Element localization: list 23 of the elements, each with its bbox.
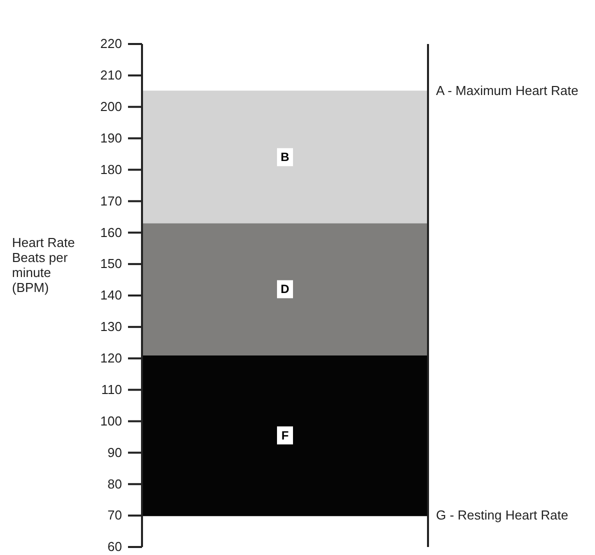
y-tick-label: 190 — [100, 130, 122, 146]
band-label: F — [281, 428, 289, 442]
y-tick-label: 120 — [100, 350, 122, 366]
y-tick-label: 70 — [108, 508, 122, 523]
y-tick-label: 110 — [101, 382, 122, 397]
y-tick-label: 130 — [100, 319, 122, 334]
y-tick-label: 210 — [100, 68, 122, 83]
band-label: B — [280, 150, 290, 164]
y-tick-label: 170 — [100, 193, 122, 208]
y-tick-label: 150 — [100, 256, 122, 272]
ref-line-label: A - Maximum Heart Rate — [436, 83, 578, 98]
y-tick-label: 180 — [100, 162, 122, 177]
y-tick-label: 200 — [100, 99, 122, 114]
y-tick-label: 220 — [100, 36, 122, 52]
y-tick-label: 60 — [108, 539, 122, 554]
ref-line-label: G - Resting Heart Rate — [436, 508, 568, 523]
y-tick-label: 90 — [108, 444, 122, 460]
y-tick-label: 100 — [100, 413, 122, 428]
band-label: D — [280, 282, 290, 296]
y-axis-title: Heart Rate Beats per minute (BPM) — [12, 235, 75, 295]
y-tick-label: 160 — [100, 224, 122, 240]
y-tick-label: 140 — [100, 288, 122, 303]
y-tick-label: 80 — [108, 476, 122, 492]
